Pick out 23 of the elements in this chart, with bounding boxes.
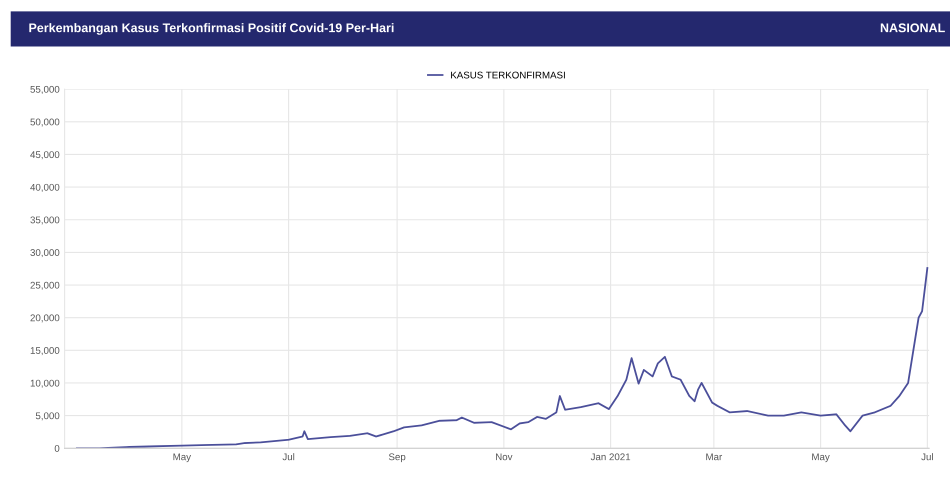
y-tick-label: 0 (54, 444, 60, 452)
x-tick-label: Nov (496, 453, 512, 460)
y-tick-label: 5,000 (36, 412, 60, 420)
chart-subtitle: NASIONAL (880, 23, 945, 32)
chart-title: Perkembangan Kasus Terkonfirmasi Positif Covid-19 Per-Hari (29, 23, 394, 35)
y-tick-label: 55,000 (30, 86, 60, 94)
y-tick-label: 45,000 (30, 151, 60, 160)
y-tick-label: 25,000 (30, 282, 60, 290)
x-tick-label: May (812, 453, 830, 462)
legend-label: KASUS TERKONFIRMASI (451, 72, 565, 78)
y-tick-label: 30,000 (30, 249, 60, 258)
x-tick-label: Sep (388, 453, 406, 462)
y-tick-label: 40,000 (30, 184, 60, 192)
y-tick-label: 15,000 (30, 347, 60, 356)
x-tick-label: Jul (282, 453, 294, 460)
x-tick-label: Jul (921, 453, 933, 460)
y-tick-label: 20,000 (30, 314, 60, 322)
y-tick-label: 35,000 (30, 216, 60, 225)
y-tick-label: 10,000 (30, 380, 60, 388)
x-tick-label: May (173, 453, 192, 462)
x-tick-label: Jan 2021 (590, 453, 630, 460)
x-tick-label: Mar (706, 453, 722, 460)
y-tick-label: 50,000 (30, 118, 60, 127)
